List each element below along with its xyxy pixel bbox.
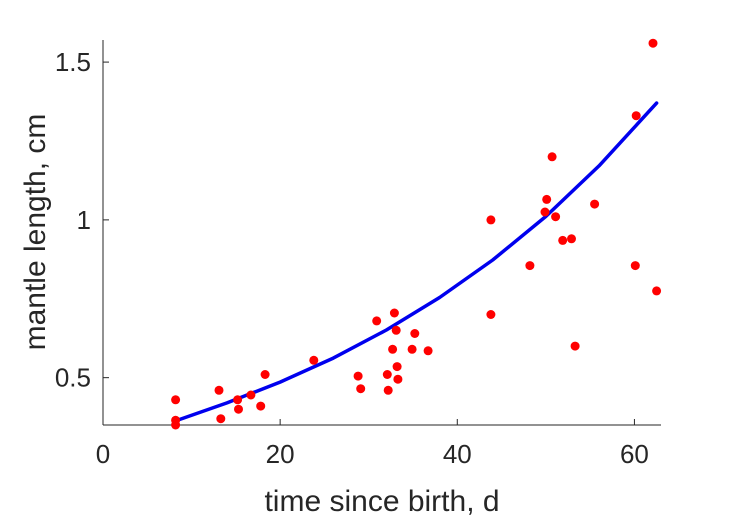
data-point bbox=[486, 310, 496, 319]
data-point bbox=[171, 420, 181, 430]
y-tick-label: 1.5 bbox=[55, 47, 91, 77]
y-tick-label: 1 bbox=[77, 205, 91, 235]
data-point bbox=[171, 395, 181, 405]
y-axis-label: mantle length, cm bbox=[19, 114, 52, 351]
data-point bbox=[382, 370, 392, 379]
data-point bbox=[558, 235, 568, 245]
data-point bbox=[542, 194, 552, 204]
data-point bbox=[260, 370, 270, 379]
data-point bbox=[631, 111, 641, 121]
data-point bbox=[540, 207, 550, 217]
x-ticks: 0 20 40 60 bbox=[96, 419, 649, 469]
x-tick-label: 60 bbox=[620, 439, 649, 469]
data-point bbox=[652, 286, 662, 296]
data-point bbox=[216, 414, 226, 424]
data-point bbox=[551, 212, 561, 222]
data-point bbox=[392, 362, 402, 372]
data-point bbox=[393, 374, 403, 384]
data-point bbox=[590, 199, 600, 209]
data-point bbox=[648, 38, 658, 48]
data-point bbox=[389, 308, 399, 318]
data-point bbox=[233, 395, 243, 405]
y-tick-label: 0.5 bbox=[55, 363, 91, 393]
data-point bbox=[309, 355, 319, 365]
x-axis-label: time since birth, d bbox=[264, 485, 499, 518]
data-point bbox=[234, 404, 243, 414]
axes: 0 20 40 60 0.5 1 1.5 bbox=[55, 40, 661, 469]
data-point bbox=[570, 341, 580, 351]
fit-curve bbox=[173, 101, 659, 423]
data-point bbox=[630, 261, 640, 271]
data-point bbox=[407, 344, 417, 354]
data-point bbox=[356, 384, 366, 394]
x-tick-label: 40 bbox=[443, 439, 472, 469]
data-point bbox=[391, 325, 401, 335]
data-point bbox=[423, 346, 433, 356]
data-point bbox=[486, 215, 496, 225]
data-point bbox=[353, 371, 363, 381]
series-layer bbox=[171, 38, 662, 430]
y-ticks: 0.5 1 1.5 bbox=[55, 47, 109, 393]
data-point bbox=[383, 385, 393, 395]
data-point bbox=[410, 329, 420, 338]
data-point bbox=[547, 152, 557, 162]
data-point bbox=[246, 390, 256, 400]
data-point bbox=[388, 344, 398, 354]
data-point bbox=[214, 385, 224, 395]
data-point bbox=[525, 261, 535, 271]
data-point bbox=[567, 234, 576, 244]
data-point bbox=[256, 401, 266, 411]
x-tick-label: 20 bbox=[266, 439, 295, 469]
data-point bbox=[372, 316, 382, 326]
x-tick-label: 0 bbox=[96, 439, 110, 469]
